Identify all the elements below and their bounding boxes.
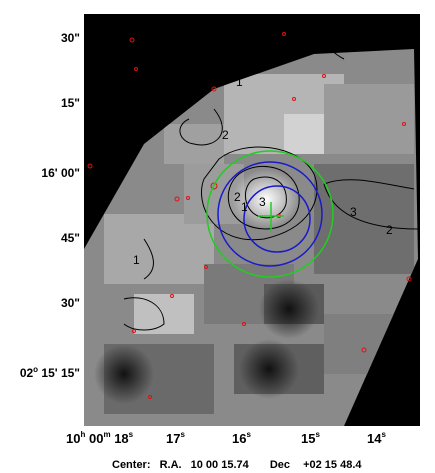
contour-label: 1 [133,253,140,267]
middle-aperture-circle [217,161,323,267]
crosshair-icon [258,202,284,232]
center-coordinates: Center: R.A. 10 00 15.74 Dec +02 15 48.4 [112,459,368,471]
contour-label-group: 1 2 3 2 1 1 2 3 [133,75,393,267]
ra-value: 10 00 15.74 [190,459,249,471]
dec-tick-label: 16' 00" [41,166,80,180]
outer-aperture-circle [206,150,334,278]
image-panel: 1 2 3 2 1 1 2 3 [84,14,420,426]
contour-label: 2 [234,190,241,204]
dec-label: Dec [269,459,291,471]
ra-label: R.A. [159,459,182,471]
dec-value: +02 15 48.4 [303,459,362,471]
contour-label: 2 [386,223,393,237]
ra-tick-label: 15s [301,430,320,446]
ra-tick-label: 14s [367,430,386,446]
sky-map: 1 2 3 2 1 1 2 3 [84,32,420,426]
ra-tick-label: 16s [232,430,251,446]
dec-tick-label: 30" [60,31,80,45]
source-markers [87,32,412,399]
dec-tick-label: 30" [60,296,80,310]
contour-label: 3 [259,195,266,209]
contour-label: 2 [222,128,229,142]
contour-label: 3 [350,205,357,219]
image-field [84,49,418,426]
center-label: Center: [112,459,151,471]
contour-label: 1 [241,200,248,214]
ra-tick-label: 17s [166,430,185,446]
dec-tick-label: 02o 15' 15" [19,365,80,380]
contour-lines [123,33,420,331]
dec-tick-label: 15" [60,96,80,110]
dec-tick-label: 45" [60,231,80,245]
contour-label: 1 [236,75,243,89]
inner-aperture-circle [243,185,311,253]
ra-tick-label: 10h 00m 18s [66,430,134,446]
